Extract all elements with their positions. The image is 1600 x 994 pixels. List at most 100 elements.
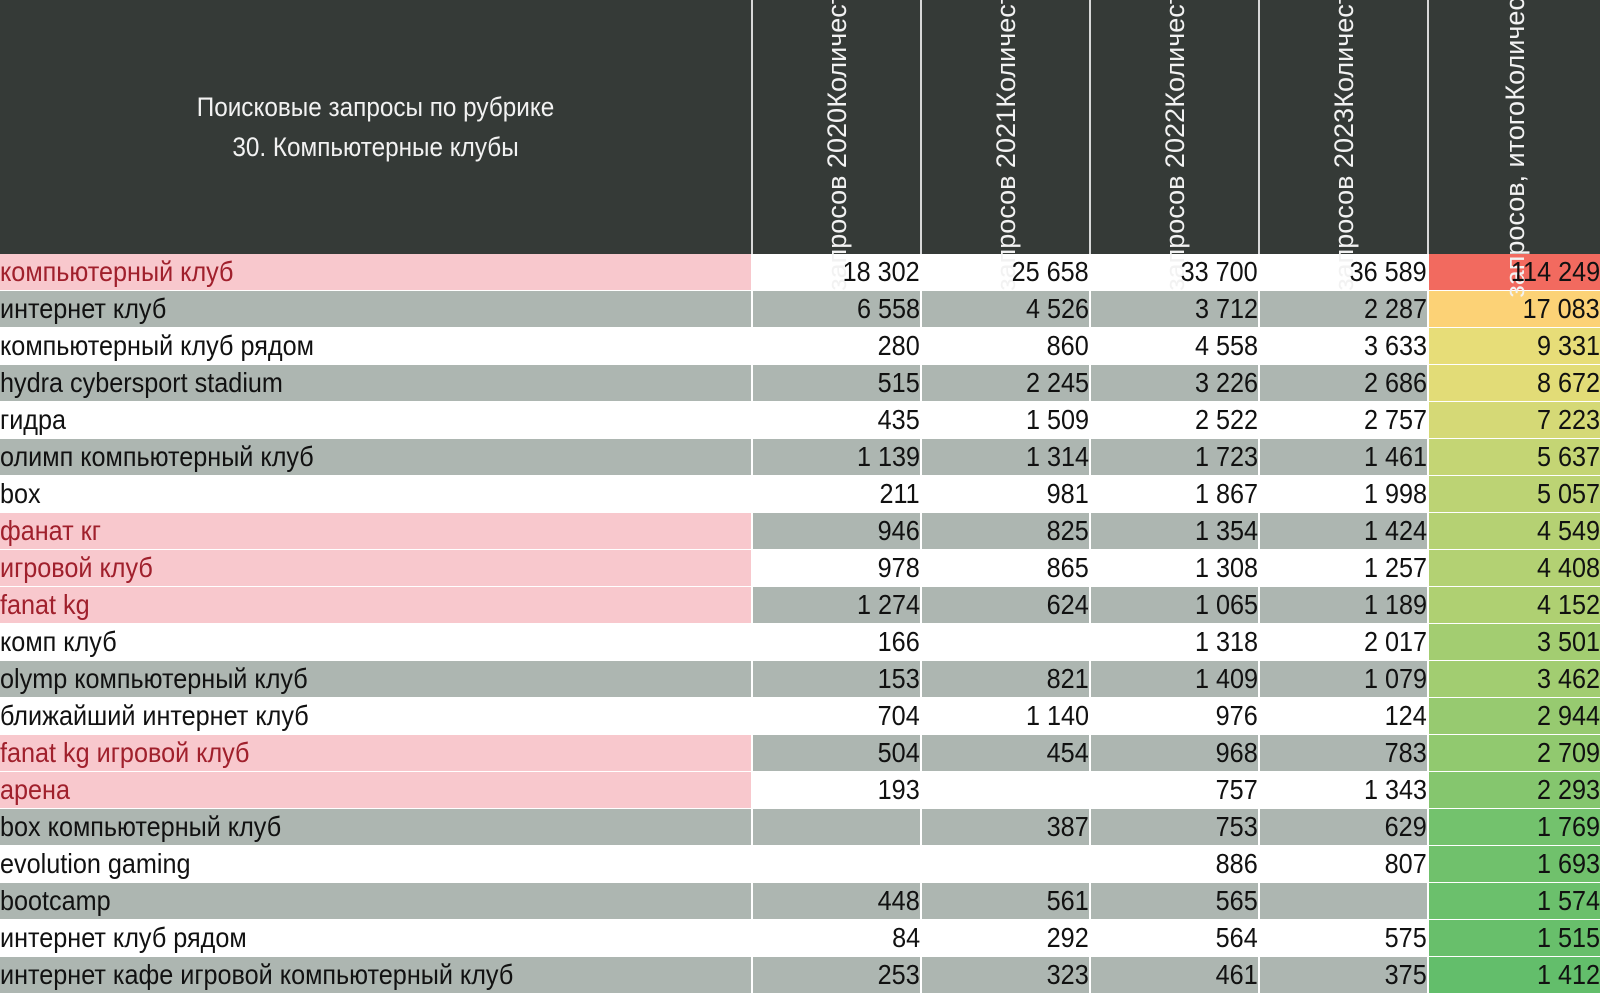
value-cell-2021: 25 658 [921,254,1091,291]
value-cell-2022: 1 065 [1090,586,1260,624]
value-label: 1 257 [1363,552,1427,583]
value-label: 280 [877,330,920,361]
query-label: гидра [0,404,67,435]
value-label: 1 461 [1363,441,1427,472]
value-cell-2020: 84 [752,919,922,957]
value-label: 783 [1384,737,1427,768]
query-cell: фанат кг [0,512,753,550]
value-cell-2020: 153 [752,660,922,698]
total-cell: 2 944 [1428,697,1600,735]
query-cell: ближайший интернет клуб [0,697,753,735]
value-cell-2021: 860 [921,327,1091,365]
query-label: olymp компьютерный клуб [0,663,308,694]
value-cell-2021: 292 [921,919,1091,957]
value-label: 807 [1384,848,1427,879]
total-cell: 2 293 [1428,771,1600,809]
table-row: olymp компьютерный клуб 153 821 1 409 1 079 3… [0,660,1600,698]
value-label: 3 712 [1194,293,1258,324]
value-label: 435 [877,404,920,435]
total-label: 1 515 [1536,922,1600,953]
value-cell-2020: 946 [752,512,922,550]
value-label: 2 522 [1194,404,1258,435]
query-cell: bootcamp [0,882,753,920]
value-cell-2023: 1 189 [1259,586,1429,624]
value-label: 575 [1384,922,1427,953]
column-header-total-line1: Количество [1499,0,1530,102]
query-cell: олимп компьютерный клуб [0,438,753,476]
value-label: 1 354 [1194,515,1258,546]
value-cell-2022: 976 [1090,697,1260,735]
query-cell: olymp компьютерный клуб [0,660,753,698]
total-label: 3 462 [1536,663,1600,694]
query-cell: интернет клуб [0,290,753,328]
value-cell-2023: 783 [1259,734,1429,772]
total-label: 8 672 [1536,367,1600,398]
value-label: 968 [1215,737,1258,768]
value-cell-2023: 2 686 [1259,364,1429,402]
value-cell-2023: 3 633 [1259,327,1429,365]
query-label: fanat kg игровой клуб [0,737,250,768]
total-cell: 4 408 [1428,549,1600,587]
value-cell-2022: 1 318 [1090,623,1260,661]
table-title-line1: Поисковые запросы по рубрике [196,92,555,122]
value-label: 3 633 [1363,330,1427,361]
value-label: 978 [877,552,920,583]
value-label: 1 314 [1025,441,1089,472]
total-label: 1 412 [1536,959,1600,990]
value-cell-2020: 166 [752,623,922,661]
total-cell: 1 693 [1428,845,1600,883]
value-label: 1 140 [1025,700,1089,731]
table-row: box 211 981 1 867 1 998 5 057 [0,475,1600,513]
total-label: 3 501 [1536,626,1600,657]
value-cell-2021: 387 [921,808,1091,846]
value-label: 1 424 [1363,515,1427,546]
value-label: 166 [877,626,920,657]
value-cell-2020: 1 139 [752,438,922,476]
value-cell-2023: 1 461 [1259,438,1429,476]
value-cell-2021 [921,845,1091,883]
table-row: ближайший интернет клуб 704 1 140 976 124 2 9… [0,697,1600,735]
query-cell: fanat kg [0,586,753,624]
value-cell-2022: 3 226 [1090,364,1260,402]
value-label: 323 [1046,959,1089,990]
value-label: 624 [1046,589,1089,620]
query-cell: box компьютерный клуб [0,808,753,846]
query-label: олимп компьютерный клуб [0,441,314,472]
value-cell-2020 [752,808,922,846]
total-label: 1 574 [1536,885,1600,916]
value-cell-2020: 6 558 [752,290,922,328]
query-cell: комп клуб [0,623,753,661]
value-label: 981 [1046,478,1089,509]
column-header-2021: Количество запросов 2021 [921,0,1091,291]
query-label: интернет клуб [0,293,167,324]
total-cell: 17 083 [1428,290,1600,328]
table-row: комп клуб 166 1 318 2 017 3 501 [0,623,1600,661]
value-label: 565 [1215,885,1258,916]
value-label: 1 409 [1194,663,1258,694]
table-row: олимп компьютерный клуб 1 139 1 314 1 723 1 … [0,438,1600,476]
value-cell-2021: 4 526 [921,290,1091,328]
value-label: 1 274 [856,589,920,620]
table-row: evolution gaming 886 807 1 693 [0,845,1600,883]
column-header-2020-line1: Количество [821,0,852,109]
total-cell: 5 637 [1428,438,1600,476]
value-cell-2022: 753 [1090,808,1260,846]
query-label: ближайший интернет клуб [0,700,309,731]
query-cell: компьютерный клуб рядом [0,327,753,365]
value-label: 1 318 [1194,626,1258,657]
query-cell: компьютерный клуб [0,254,753,291]
value-cell-2023: 807 [1259,845,1429,883]
value-cell-2022: 4 558 [1090,327,1260,365]
table-row: игровой клуб 978 865 1 308 1 257 4 408 [0,549,1600,587]
query-cell: evolution gaming [0,845,753,883]
value-cell-2023: 629 [1259,808,1429,846]
column-header-2020: Количество запросов 2020 [752,0,922,291]
query-cell: игровой клуб [0,549,753,587]
value-cell-2021: 323 [921,956,1091,994]
value-label: 1 189 [1363,589,1427,620]
value-cell-2023: 2 017 [1259,623,1429,661]
value-label: 1 867 [1194,478,1258,509]
value-cell-2020: 448 [752,882,922,920]
value-cell-2021: 624 [921,586,1091,624]
query-label: арена [0,774,70,805]
